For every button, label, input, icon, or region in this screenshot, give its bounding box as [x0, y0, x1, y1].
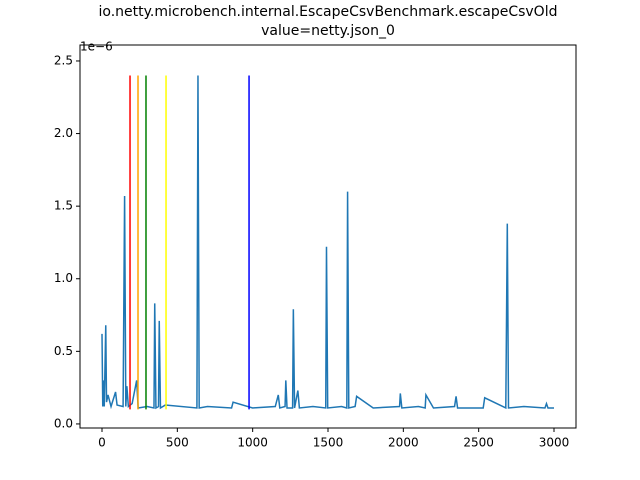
y-tick-label: 2.5 — [54, 53, 73, 67]
x-tick-label: 3000 — [539, 436, 570, 450]
chart-title: io.netty.microbench.internal.EscapeCsvBe… — [99, 4, 558, 20]
x-tick-label: 1500 — [313, 436, 344, 450]
axes-frame — [79, 44, 577, 429]
y-tick-label: 2.0 — [54, 126, 73, 140]
chart-subtitle: value=netty.json_0 — [261, 23, 395, 39]
x-tick-label: 2000 — [388, 436, 419, 450]
y-tick-label: 0.5 — [54, 344, 73, 358]
y-tick-label: 0.0 — [54, 416, 73, 430]
plot-area: 0 500 1000 1500 2000 2500 3000 0.0 0.5 1.0 1.5 2.0 2… — [54, 53, 569, 449]
y-tick-label: 1.0 — [54, 271, 73, 285]
x-tick-label: 2500 — [463, 436, 494, 450]
x-tick-label: 1000 — [237, 436, 268, 450]
axis-offset-label: 1e−6 — [80, 40, 113, 54]
x-tick-label: 0 — [98, 436, 106, 450]
y-tick-label: 1.5 — [54, 199, 73, 213]
x-tick-label: 500 — [166, 436, 189, 450]
data-line — [101, 75, 554, 410]
